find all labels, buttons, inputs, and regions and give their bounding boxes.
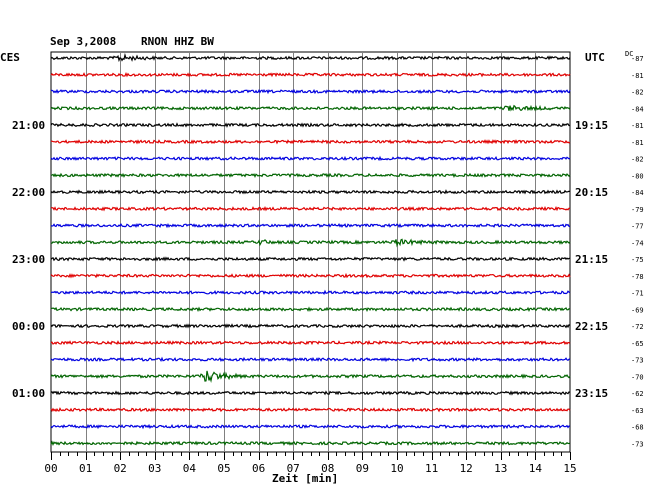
dc-offset-17: -72 bbox=[631, 323, 644, 331]
x-tick-label-14: 14 bbox=[529, 462, 543, 475]
right-timezone-label: UTC bbox=[585, 51, 605, 64]
plot-grid bbox=[50, 51, 571, 453]
seismogram-trace-2 bbox=[50, 71, 571, 78]
x-tick-label-12: 12 bbox=[460, 462, 473, 475]
dc-offset-5: -81 bbox=[631, 122, 644, 130]
right-time-label-2215: 22:15 bbox=[575, 320, 608, 333]
x-tick-label-09: 09 bbox=[356, 462, 369, 475]
x-tick-label-02: 02 bbox=[114, 462, 127, 475]
dc-offset-2: -81 bbox=[631, 72, 644, 80]
dc-label: DC bbox=[625, 50, 633, 58]
dc-offset-14: -78 bbox=[631, 273, 644, 281]
x-axis-label: Zeit [min] bbox=[272, 472, 338, 485]
dc-offset-3: -82 bbox=[631, 89, 644, 97]
seismogram-trace-21 bbox=[50, 390, 571, 396]
left-time-label-2300: 23:00 bbox=[12, 253, 45, 266]
seismogram-trace-4 bbox=[50, 104, 571, 112]
dc-offset-12: -74 bbox=[631, 239, 644, 247]
dc-offset-21: -62 bbox=[631, 390, 644, 398]
dc-offset-22: -63 bbox=[631, 407, 644, 415]
dc-offset-11: -77 bbox=[631, 223, 644, 231]
dc-offset-13: -75 bbox=[631, 256, 644, 264]
x-tick-label-13: 13 bbox=[494, 462, 507, 475]
seismogram-trace-13 bbox=[50, 256, 571, 262]
seismogram-trace-6 bbox=[50, 139, 571, 145]
chart-station: RNON HHZ BW bbox=[141, 35, 214, 48]
right-time-label-2315: 23:15 bbox=[575, 387, 608, 400]
seismogram-trace-12 bbox=[50, 238, 571, 248]
seismogram-trace-14 bbox=[50, 272, 571, 279]
right-time-label-2015: 20:15 bbox=[575, 186, 608, 199]
dc-offset-4: -84 bbox=[631, 105, 644, 113]
seismogram-trace-11 bbox=[50, 222, 571, 229]
x-tick-label-01: 01 bbox=[79, 462, 92, 475]
seismogram-trace-8 bbox=[50, 172, 571, 178]
dc-offset-1: -87 bbox=[631, 55, 644, 63]
seismogram-trace-10 bbox=[50, 205, 571, 212]
seismogram-trace-7 bbox=[50, 155, 571, 162]
seismogram-trace-20 bbox=[50, 370, 571, 383]
x-tick-label-15: 15 bbox=[563, 462, 576, 475]
left-time-label-0000: 00:00 bbox=[12, 320, 45, 333]
dc-offset-8: -80 bbox=[631, 172, 644, 180]
dc-offset-23: -68 bbox=[631, 424, 644, 432]
dc-offset-24: -73 bbox=[631, 440, 644, 448]
seismogram-trace-1 bbox=[50, 52, 571, 63]
seismogram-trace-18 bbox=[50, 339, 571, 346]
dc-offset-20: -70 bbox=[631, 373, 644, 381]
dc-offset-16: -69 bbox=[631, 306, 644, 314]
seismogram-trace-24 bbox=[50, 440, 571, 447]
seismogram-trace-15 bbox=[50, 289, 571, 296]
seismogram-trace-3 bbox=[50, 88, 571, 95]
seismogram-trace-22 bbox=[50, 407, 571, 413]
x-tick-label-00: 00 bbox=[44, 462, 57, 475]
x-tick-label-04: 04 bbox=[183, 462, 197, 475]
seismogram-trace-23 bbox=[50, 423, 571, 430]
plot-frame bbox=[50, 51, 571, 453]
left-time-label-2200: 22:00 bbox=[12, 186, 45, 199]
trace-group: -87 -81 -82 -84 -81 -81 -82 -80 -84 -79 -77 -74 -75 -… bbox=[50, 52, 644, 448]
x-tick-label-03: 03 bbox=[148, 462, 161, 475]
dc-offset-19: -73 bbox=[631, 357, 644, 365]
time-labels: 21:00 22:00 23:00 00:00 01:00 19:15 20:15 21:15… bbox=[12, 119, 608, 400]
seismogram-trace-19 bbox=[50, 356, 571, 363]
dc-offset-18: -65 bbox=[631, 340, 644, 348]
dc-offset-7: -82 bbox=[631, 156, 644, 164]
right-time-label-2115: 21:15 bbox=[575, 253, 608, 266]
right-time-label-1915: 19:15 bbox=[575, 119, 608, 132]
x-axis: 00 01 02 03 04 05 06 07 08 09 10 11 12 13 14 15 bbox=[44, 452, 577, 475]
x-tick-label-10: 10 bbox=[390, 462, 403, 475]
dc-offset-6: -81 bbox=[631, 139, 644, 147]
x-tick-label-11: 11 bbox=[425, 462, 438, 475]
seismogram-trace-9 bbox=[50, 189, 571, 195]
x-tick-label-08: 08 bbox=[321, 462, 334, 475]
x-tick-label-07: 07 bbox=[287, 462, 300, 475]
x-tick-label-06: 06 bbox=[252, 462, 265, 475]
seismogram-trace-17 bbox=[50, 323, 571, 329]
dc-offset-10: -79 bbox=[631, 206, 644, 214]
left-time-label-2100: 21:00 bbox=[12, 119, 45, 132]
left-time-label-0100: 01:00 bbox=[12, 387, 45, 400]
x-tick-label-05: 05 bbox=[217, 462, 230, 475]
chart-date: Sep 3,2008 bbox=[50, 35, 116, 48]
seismogram-trace-16 bbox=[50, 306, 571, 312]
dc-offset-15: -71 bbox=[631, 290, 644, 298]
dc-offset-9: -84 bbox=[631, 189, 644, 197]
left-timezone-label: CES bbox=[0, 51, 20, 64]
seismogram-trace-5 bbox=[50, 122, 570, 128]
